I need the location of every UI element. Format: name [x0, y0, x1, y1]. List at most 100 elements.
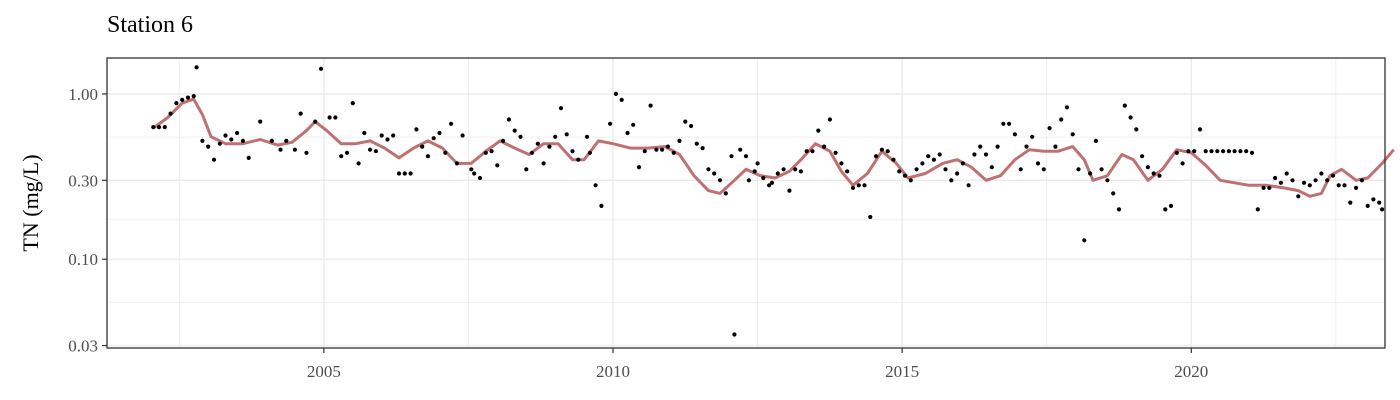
- data-point: [284, 138, 289, 143]
- data-point: [983, 152, 989, 157]
- data-point: [636, 165, 642, 170]
- data-point: [1099, 167, 1104, 172]
- data-point: [541, 161, 546, 166]
- data-point: [706, 167, 711, 172]
- data-point: [318, 66, 324, 71]
- data-point: [1082, 238, 1087, 243]
- data-point: [1261, 185, 1266, 190]
- data-point: [558, 106, 564, 111]
- data-point: [1116, 207, 1122, 212]
- data-point: [1064, 105, 1069, 110]
- data-point: [978, 144, 983, 149]
- data-point: [402, 171, 407, 176]
- data-point: [608, 121, 613, 126]
- data-point: [185, 95, 191, 100]
- data-point: [787, 188, 792, 193]
- data-point: [194, 65, 199, 70]
- data-point: [1238, 149, 1243, 154]
- data-point: [1325, 178, 1330, 183]
- data-point: [385, 137, 390, 142]
- x-tick-label: 2020: [1174, 362, 1208, 381]
- data-point: [671, 150, 676, 155]
- data-point: [1232, 149, 1237, 154]
- data-point: [839, 161, 844, 166]
- data-point: [850, 185, 856, 190]
- data-point: [576, 157, 581, 162]
- data-point: [955, 171, 960, 176]
- axes: 2005 2010 2015 2020 0.03 0.10 0.30 1.00: [68, 85, 1208, 381]
- data-point: [1336, 183, 1341, 188]
- data-point: [804, 149, 809, 154]
- data-point: [235, 130, 240, 136]
- data-point: [1244, 149, 1249, 154]
- data-point: [327, 115, 332, 120]
- data-point: [1001, 121, 1006, 126]
- data-point: [868, 214, 873, 220]
- data-point: [798, 169, 804, 174]
- data-point: [1007, 121, 1012, 126]
- data-point: [229, 137, 234, 142]
- data-point: [454, 161, 459, 166]
- data-point: [223, 133, 228, 138]
- data-point: [168, 111, 173, 116]
- data-point: [845, 169, 850, 174]
- data-point: [1059, 117, 1064, 122]
- data-point: [920, 161, 925, 166]
- data-point: [746, 178, 752, 183]
- data-point: [833, 150, 838, 155]
- data-point: [1255, 207, 1260, 212]
- data-point: [769, 180, 775, 185]
- data-point: [914, 167, 919, 172]
- data-point: [1012, 132, 1018, 137]
- data-point: [269, 138, 274, 143]
- panel-border: [106, 57, 1386, 349]
- data-point: [339, 154, 344, 159]
- data-point: [1088, 171, 1093, 176]
- data-point: [966, 183, 971, 188]
- data-point: [1273, 175, 1278, 181]
- data-point: [1209, 149, 1214, 154]
- data-point: [162, 125, 167, 130]
- data-point: [891, 157, 896, 162]
- y-tick-label: 1.00: [68, 85, 98, 104]
- data-point: [732, 332, 737, 337]
- data-point: [1301, 180, 1307, 185]
- data-point: [1105, 178, 1110, 183]
- data-point: [660, 147, 665, 152]
- data-point: [1035, 161, 1041, 166]
- data-point: [729, 154, 734, 159]
- data-point: [1226, 149, 1231, 154]
- data-point: [1203, 149, 1208, 154]
- data-point: [1180, 161, 1185, 166]
- data-point: [1380, 207, 1385, 212]
- data-point: [943, 167, 948, 172]
- data-point: [1249, 150, 1255, 155]
- data-point: [1168, 203, 1174, 208]
- data-point: [391, 133, 396, 138]
- data-point: [292, 147, 297, 152]
- data-point: [206, 144, 211, 149]
- data-point: [1076, 167, 1081, 172]
- data-point: [989, 165, 994, 170]
- data-point: [810, 149, 815, 154]
- data-point: [960, 161, 966, 166]
- data-point: [972, 152, 977, 157]
- data-point: [362, 130, 367, 136]
- data-point: [897, 169, 902, 174]
- data-point: [593, 183, 598, 188]
- data-point: [717, 178, 723, 183]
- data-point: [217, 141, 222, 146]
- data-point: [1290, 178, 1295, 183]
- data-point: [689, 123, 694, 129]
- data-point: [755, 161, 760, 166]
- data-point: [1134, 127, 1139, 132]
- x-tick-label: 2005: [307, 362, 341, 381]
- y-axis-title: TN (mg/L): [18, 154, 43, 251]
- data-point: [396, 171, 402, 176]
- data-point: [1030, 134, 1035, 139]
- data-point: [1145, 165, 1150, 170]
- data-point: [712, 171, 717, 176]
- data-point: [631, 122, 636, 127]
- data-point: [553, 134, 558, 139]
- data-point: [379, 133, 384, 138]
